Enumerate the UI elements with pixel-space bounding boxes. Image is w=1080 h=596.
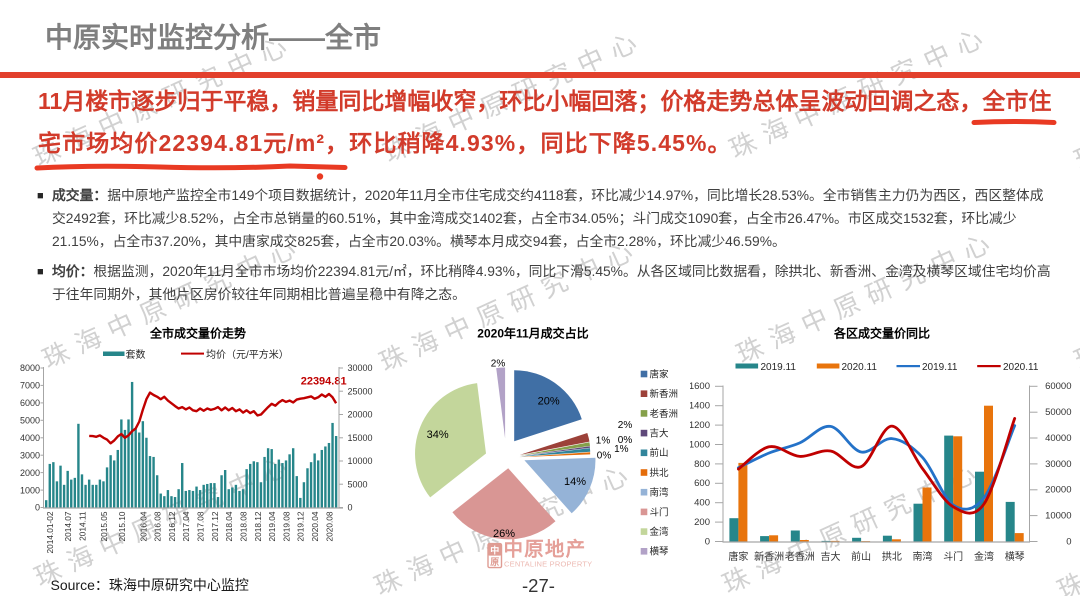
svg-text:2015.05: 2015.05 — [99, 511, 109, 541]
svg-text:600: 600 — [694, 478, 710, 489]
svg-text:30000: 30000 — [348, 363, 373, 373]
svg-text:唐家: 唐家 — [728, 550, 748, 563]
svg-text:均价（元/平方米）: 均价（元/平方米） — [206, 348, 289, 361]
svg-text:2016.12: 2016.12 — [167, 511, 177, 541]
svg-text:1000: 1000 — [20, 485, 40, 495]
svg-text:2014.01-02: 2014.01-02 — [45, 511, 55, 553]
svg-text:2018.08: 2018.08 — [239, 511, 249, 541]
svg-text:0: 0 — [35, 503, 40, 513]
svg-text:前山: 前山 — [650, 447, 669, 459]
svg-text:8000: 8000 — [20, 363, 40, 373]
svg-text:0: 0 — [348, 503, 353, 513]
svg-text:800: 800 — [694, 459, 710, 470]
svg-text:20%: 20% — [538, 395, 560, 407]
svg-text:30000: 30000 — [1045, 459, 1071, 470]
svg-text:22394.81: 22394.81 — [301, 376, 347, 388]
svg-text:2%: 2% — [618, 420, 633, 431]
svg-text:34%: 34% — [427, 429, 449, 441]
svg-text:2020.04: 2020.04 — [310, 511, 320, 541]
svg-text:0%: 0% — [597, 451, 612, 462]
svg-text:2%: 2% — [491, 359, 506, 370]
svg-text:原: 原 — [490, 557, 499, 567]
svg-text:15000: 15000 — [348, 433, 373, 443]
svg-text:金湾: 金湾 — [650, 526, 670, 538]
svg-text:1000: 1000 — [690, 439, 710, 450]
svg-text:2019.04: 2019.04 — [267, 511, 277, 541]
svg-text:各区成交量价同比: 各区成交量价同比 — [833, 326, 930, 341]
svg-text:400: 400 — [694, 498, 710, 509]
svg-text:7000: 7000 — [20, 381, 40, 391]
svg-text:新香洲: 新香洲 — [754, 550, 784, 563]
svg-text:2017.04: 2017.04 — [181, 511, 191, 541]
svg-text:吉大: 吉大 — [650, 428, 670, 440]
svg-text:2000: 2000 — [20, 468, 40, 478]
svg-text:2020.11: 2020.11 — [1003, 362, 1039, 373]
svg-text:唐家: 唐家 — [650, 368, 670, 380]
svg-text:金湾: 金湾 — [974, 550, 994, 563]
svg-text:10000: 10000 — [348, 456, 373, 466]
svg-text:斗门: 斗门 — [943, 550, 963, 563]
svg-text:2017.08: 2017.08 — [196, 511, 206, 541]
svg-text:2020.08: 2020.08 — [324, 511, 334, 541]
svg-text:2015.10: 2015.10 — [117, 511, 127, 541]
svg-text:2019.08: 2019.08 — [281, 511, 291, 541]
svg-text:3000: 3000 — [20, 450, 40, 460]
svg-text:0: 0 — [705, 536, 710, 547]
svg-text:斗门: 斗门 — [650, 506, 669, 518]
svg-text:2019.11: 2019.11 — [922, 362, 958, 373]
svg-text:2017.12: 2017.12 — [210, 511, 220, 541]
svg-text:5000: 5000 — [20, 416, 40, 426]
svg-text:1200: 1200 — [690, 420, 710, 431]
svg-text:中原地产: 中原地产 — [504, 538, 587, 561]
svg-text:全市成交量价走势: 全市成交量价走势 — [149, 326, 246, 341]
svg-text:50000: 50000 — [1045, 407, 1071, 418]
svg-text:25000: 25000 — [348, 386, 373, 396]
svg-text:20000: 20000 — [1045, 485, 1071, 496]
svg-text:0: 0 — [1066, 536, 1071, 547]
svg-text:2014.07: 2014.07 — [63, 511, 73, 541]
svg-text:套数: 套数 — [126, 348, 146, 361]
svg-text:横琴: 横琴 — [650, 546, 670, 558]
svg-text:5000: 5000 — [348, 479, 368, 489]
svg-text:14%: 14% — [564, 476, 586, 488]
svg-text:2020.11: 2020.11 — [842, 362, 878, 373]
svg-text:南湾: 南湾 — [650, 487, 670, 499]
svg-text:吉大: 吉大 — [821, 550, 841, 563]
svg-text:10000: 10000 — [1045, 511, 1071, 522]
svg-text:2019.12: 2019.12 — [296, 511, 306, 541]
svg-text:2016.04: 2016.04 — [138, 511, 148, 541]
svg-text:拱北: 拱北 — [882, 550, 902, 563]
svg-text:新香洲: 新香洲 — [650, 388, 679, 400]
svg-text:2018.04: 2018.04 — [224, 511, 234, 541]
svg-text:南湾: 南湾 — [913, 550, 933, 563]
svg-text:0%: 0% — [618, 435, 633, 446]
svg-text:老香洲: 老香洲 — [650, 408, 679, 420]
svg-text:2016.08: 2016.08 — [153, 511, 163, 541]
svg-text:2019.11: 2019.11 — [761, 362, 797, 373]
svg-text:前山: 前山 — [851, 550, 871, 563]
svg-text:拱北: 拱北 — [650, 467, 670, 479]
svg-text:20000: 20000 — [348, 410, 373, 420]
svg-text:26%: 26% — [493, 528, 515, 540]
svg-text:2014.11: 2014.11 — [77, 511, 87, 541]
svg-text:中: 中 — [490, 545, 499, 556]
svg-text:1%: 1% — [614, 444, 629, 455]
svg-text:2018.12: 2018.12 — [253, 511, 263, 541]
svg-text:CENTALINE PROPERTY: CENTALINE PROPERTY — [504, 560, 592, 569]
svg-text:200: 200 — [694, 517, 710, 528]
svg-text:6000: 6000 — [20, 398, 40, 408]
svg-text:4000: 4000 — [20, 433, 40, 443]
svg-text:横琴: 横琴 — [1005, 550, 1025, 563]
svg-text:40000: 40000 — [1045, 433, 1071, 444]
svg-text:1%: 1% — [596, 436, 611, 447]
svg-text:1600: 1600 — [690, 381, 710, 392]
svg-text:60000: 60000 — [1045, 381, 1071, 392]
svg-text:1400: 1400 — [690, 401, 710, 412]
svg-text:2020年11月成交占比: 2020年11月成交占比 — [477, 326, 588, 341]
svg-text:老香洲: 老香洲 — [785, 550, 815, 563]
